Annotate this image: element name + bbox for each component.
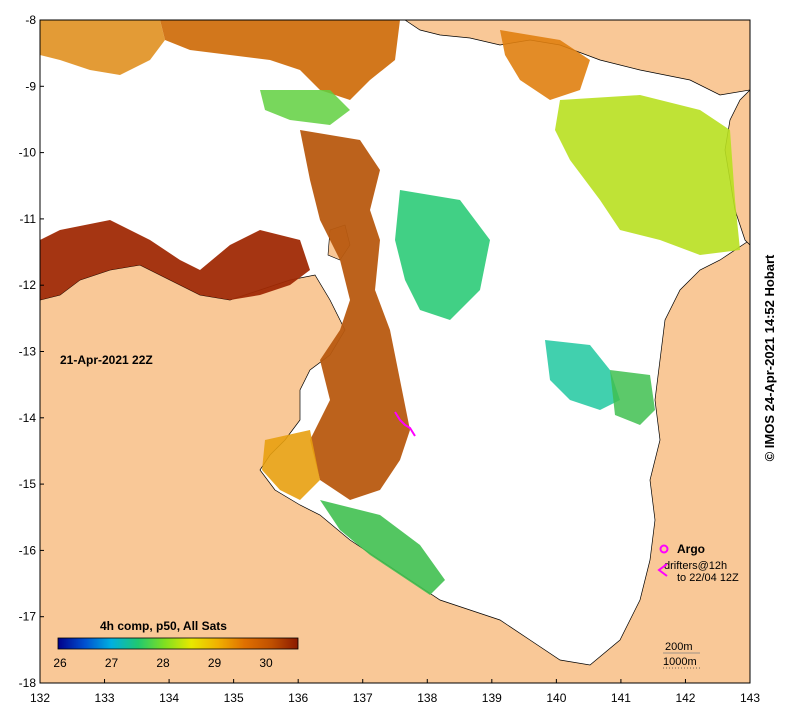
lat-tick-label: -16 xyxy=(19,543,37,557)
colorbar-tick-label: 26 xyxy=(53,656,67,670)
colorbar-title: 4h comp, p50, All Sats xyxy=(100,619,227,633)
sst-patch-far-east xyxy=(610,370,655,425)
lon-tick-label: 135 xyxy=(224,691,244,705)
colorbar: 4h comp, p50, All Sats 26 27 28 29 30 xyxy=(53,619,299,670)
sst-patch-east-cyan xyxy=(545,340,620,410)
sst-patch-centre xyxy=(300,130,410,500)
sst-layer xyxy=(40,20,740,595)
lon-tick-label: 138 xyxy=(417,691,437,705)
legend-contour-1000: 1000m xyxy=(663,656,697,668)
legend-drifters-line1: drifters@12h xyxy=(664,560,727,572)
lon-tick-label: 142 xyxy=(675,691,695,705)
lon-tick-label: 140 xyxy=(546,691,566,705)
longitude-axis: 132 133 134 135 136 137 138 139 140 141 142 143 xyxy=(30,679,760,705)
sst-patch-nw xyxy=(40,20,165,75)
lat-tick-label: -9 xyxy=(25,79,36,93)
lat-tick-label: -15 xyxy=(19,477,37,491)
legend-contour-200: 200m xyxy=(665,641,693,653)
colorbar-tick-label: 29 xyxy=(208,656,222,670)
lat-tick-label: -13 xyxy=(19,345,37,359)
legend-drifters-line2: to 22/04 12Z xyxy=(677,572,739,584)
lat-tick-label: -8 xyxy=(25,13,36,27)
sst-patch-south-orange xyxy=(262,430,320,500)
lat-tick-label: -10 xyxy=(19,146,37,160)
legend-argo-label: Argo xyxy=(677,542,705,556)
lon-tick-label: 137 xyxy=(353,691,373,705)
colorbar-ticks: 26 27 28 29 30 xyxy=(53,656,273,670)
latitude-axis: -8 -9 -10 -11 -12 -13 -14 -15 -16 -17 -18 xyxy=(19,13,44,690)
colorbar-bar xyxy=(57,637,299,650)
lat-tick-label: -17 xyxy=(19,610,37,624)
sst-patch-east-green xyxy=(555,95,740,255)
sst-patch-mid-green xyxy=(395,190,490,320)
credit-text: © IMOS 24-Apr-2021 14:52 Hobart xyxy=(762,254,777,462)
sst-patch-ne-orange xyxy=(500,30,590,100)
lon-tick-label: 134 xyxy=(159,691,179,705)
sst-patch-south-green xyxy=(320,500,445,595)
argo-drifter-track xyxy=(394,411,416,437)
lon-tick-label: 139 xyxy=(482,691,502,705)
date-label: 21-Apr-2021 22Z xyxy=(60,353,153,367)
sst-patch-north-green xyxy=(260,90,350,125)
colorbar-tick-label: 30 xyxy=(259,656,273,670)
lon-tick-label: 143 xyxy=(740,691,760,705)
argo-marker-icon xyxy=(659,544,669,554)
sst-patch-west-hot xyxy=(40,220,310,300)
lat-tick-label: -11 xyxy=(20,212,37,226)
land-new-guinea xyxy=(403,19,751,96)
drifter-arrow-icon xyxy=(657,563,668,577)
colorbar-tick-label: 27 xyxy=(105,656,119,670)
legend: Argo drifters@12h to 22/04 12Z 200m 1000… xyxy=(657,542,739,669)
lon-tick-label: 141 xyxy=(611,691,631,705)
colorbar-tick-label: 28 xyxy=(156,656,170,670)
lat-tick-label: -12 xyxy=(19,278,37,292)
lon-tick-label: 133 xyxy=(95,691,115,705)
lat-tick-label: -14 xyxy=(19,411,37,425)
lon-tick-label: 132 xyxy=(30,691,50,705)
lon-tick-label: 136 xyxy=(288,691,308,705)
lat-tick-label: -18 xyxy=(19,676,37,690)
sst-patch-north xyxy=(160,20,400,100)
